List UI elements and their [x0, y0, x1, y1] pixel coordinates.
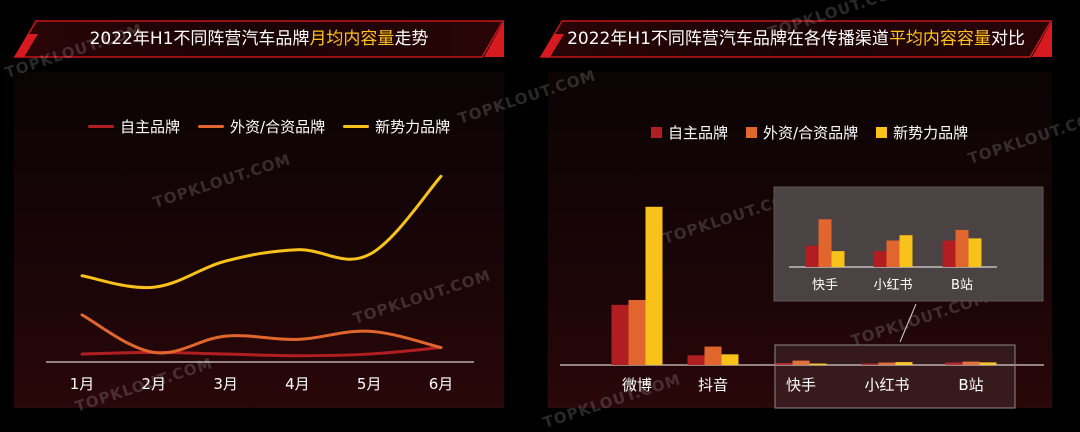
legend-item-series-3: 新势力品牌: [343, 116, 450, 137]
bar-1: [687, 355, 705, 365]
inset-tick-label: 小红书: [873, 277, 912, 293]
bar-2: [704, 346, 722, 365]
x-tick-label: 2月: [142, 375, 167, 393]
inset-bar-2: [886, 240, 900, 267]
x-tick-label: 微博: [622, 376, 652, 394]
x-tick-label: 4月: [285, 375, 310, 393]
legend-item-series-2: 外资/合资品牌: [198, 116, 325, 137]
legend-item-series-3: 新势力品牌: [876, 122, 968, 143]
bar-1: [775, 363, 793, 365]
zoom-connector-line: [899, 303, 917, 343]
bar-chart-title: 2022年H1不同阵营汽车品牌在各传播渠道平均内容容量对比: [567, 29, 1025, 49]
legend-swatch: [343, 125, 370, 128]
bar-3: [721, 354, 739, 365]
bar-3: [809, 363, 827, 365]
banner-shape: [540, 20, 1052, 58]
bar-1: [945, 362, 963, 365]
inset-bar-2: [818, 219, 832, 267]
legend-swatch: [876, 127, 888, 138]
x-tick-label: 6月: [429, 375, 454, 393]
series-line-1: [80, 346, 443, 358]
legend-label: 自主品牌: [120, 118, 181, 136]
inset-bar-3: [831, 251, 845, 267]
x-tick-label: 5月: [357, 375, 382, 393]
x-tick-label: 1月: [70, 375, 95, 393]
inset-bar-1: [942, 240, 956, 267]
series-line-3: [80, 174, 443, 290]
bar-2: [962, 361, 980, 365]
line-chart-title-banner: 2022年H1不同阵营汽车品牌月均内容量走势: [14, 20, 504, 58]
bar-1: [861, 363, 879, 365]
inset-bar-2: [955, 229, 969, 267]
legend-item-series-1: 自主品牌: [88, 116, 180, 137]
x-tick-label: 3月: [213, 375, 238, 393]
x-tick-label: 快手: [786, 376, 816, 394]
legend-item-series-2: 外资/合资品牌: [746, 122, 858, 143]
inset-bar-1: [805, 245, 819, 267]
line-chart-panel: [14, 72, 504, 408]
bar-chart-legend: 自主品牌 外资/合资品牌 新势力品牌: [651, 122, 986, 143]
bar-3: [895, 362, 913, 365]
bar-2: [628, 299, 646, 365]
zoom-highlight-box: [774, 344, 1016, 409]
legend-label: 自主品牌: [668, 124, 729, 142]
legend-item-series-1: 自主品牌: [651, 122, 728, 143]
legend-swatch: [651, 127, 662, 138]
bar-3: [645, 206, 663, 365]
line-chart-title: 2022年H1不同阵营汽车品牌月均内容量走势: [89, 29, 429, 49]
inset-bar-3: [968, 238, 982, 267]
legend-label: 外资/合资品牌: [230, 118, 326, 136]
legend-label: 新势力品牌: [375, 118, 451, 136]
inset-bar-3: [899, 235, 913, 267]
legend-label: 新势力品牌: [893, 124, 969, 142]
inset-bar-1: [873, 251, 887, 267]
banner-shape: [14, 20, 504, 58]
legend-swatch: [88, 125, 114, 128]
legend-swatch: [746, 127, 758, 138]
series-line-2: [80, 313, 443, 355]
inset-tick-label: 快手: [812, 278, 838, 293]
inset-tick-label: B站: [951, 278, 973, 293]
bar-2: [878, 362, 896, 365]
line-chart-legend: 自主品牌 外资/合资品牌 新势力品牌: [88, 116, 468, 137]
legend-swatch: [198, 125, 225, 128]
x-tick-label: 抖音: [698, 376, 728, 394]
bar-2: [792, 360, 810, 365]
bar-3: [979, 362, 997, 365]
x-tick-label: B站: [958, 376, 983, 394]
bar-chart-title-banner: 2022年H1不同阵营汽车品牌在各传播渠道平均内容容量对比: [540, 20, 1052, 58]
x-tick-label: 小红书: [864, 376, 909, 394]
legend-label: 外资/合资品牌: [763, 124, 859, 142]
bar-1: [611, 304, 629, 365]
